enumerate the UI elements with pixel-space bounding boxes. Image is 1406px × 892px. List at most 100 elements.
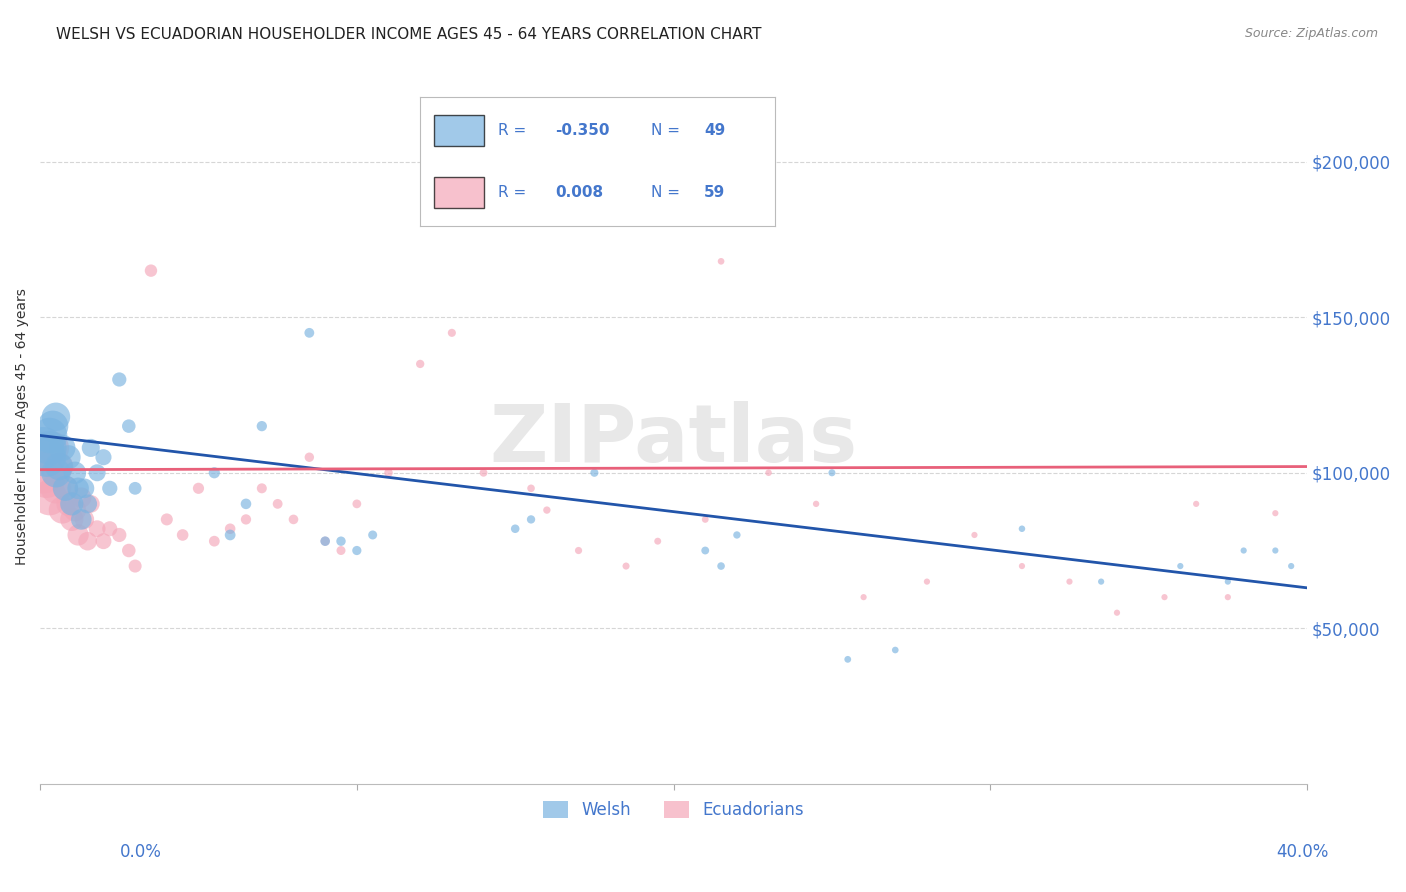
Point [804, 497, 827, 511]
Point [614, 559, 637, 574]
Point [45, 409, 67, 424]
Point [124, 559, 146, 574]
Point [361, 528, 384, 542]
Point [80, 441, 103, 455]
Point [837, 652, 859, 666]
Point [93, 450, 115, 465]
Point [884, 643, 907, 657]
Point [38, 491, 60, 505]
Point [346, 497, 368, 511]
Point [963, 528, 986, 542]
Point [76, 534, 98, 549]
Point [710, 254, 733, 268]
Point [583, 466, 606, 480]
Point [187, 481, 209, 495]
Point [1264, 506, 1286, 520]
Point [118, 419, 141, 434]
Point [60, 512, 83, 526]
Point [35, 472, 58, 486]
Point [1233, 543, 1256, 558]
Point [67, 528, 90, 542]
Point [70, 491, 93, 505]
Point [80, 497, 103, 511]
Text: WELSH VS ECUADORIAN HOUSEHOLDER INCOME AGES 45 - 64 YEARS CORRELATION CHART: WELSH VS ECUADORIAN HOUSEHOLDER INCOME A… [56, 27, 762, 42]
Point [472, 466, 495, 480]
Point [86, 522, 108, 536]
Point [440, 326, 463, 340]
Point [45, 466, 67, 480]
Point [1216, 574, 1239, 589]
Point [821, 466, 844, 480]
Point [58, 497, 80, 511]
Point [283, 512, 305, 526]
Point [51, 441, 73, 455]
Point [38, 441, 60, 455]
Point [60, 497, 83, 511]
Point [35, 450, 58, 465]
Point [250, 419, 273, 434]
Point [1011, 559, 1033, 574]
Point [725, 528, 748, 542]
Point [409, 357, 432, 371]
Point [156, 512, 179, 526]
Point [73, 481, 96, 495]
Point [567, 543, 589, 558]
Point [67, 481, 90, 495]
Point [93, 534, 115, 549]
Point [1279, 559, 1302, 574]
Point [520, 512, 543, 526]
Point [235, 497, 257, 511]
Point [710, 559, 733, 574]
Point [63, 503, 86, 517]
Point [32, 466, 55, 480]
Point [118, 543, 141, 558]
Point [1264, 543, 1286, 558]
Point [42, 419, 65, 434]
Point [55, 481, 77, 495]
Point [536, 503, 558, 517]
Point [48, 459, 70, 474]
Point [139, 263, 162, 277]
Point [73, 512, 96, 526]
Point [38, 428, 60, 442]
Point [758, 466, 780, 480]
Point [695, 543, 717, 558]
Point [266, 497, 288, 511]
Point [330, 534, 353, 549]
Point [1090, 574, 1112, 589]
Point [48, 459, 70, 474]
Text: Source: ZipAtlas.com: Source: ZipAtlas.com [1244, 27, 1378, 40]
Text: 0.0%: 0.0% [120, 843, 162, 861]
Text: 40.0%: 40.0% [1277, 843, 1329, 861]
Point [219, 522, 242, 536]
Point [1216, 590, 1239, 604]
Point [58, 450, 80, 465]
Point [695, 512, 717, 526]
Point [51, 503, 73, 517]
Point [108, 528, 131, 542]
Point [647, 534, 669, 549]
Point [314, 534, 336, 549]
Point [314, 534, 336, 549]
Point [298, 450, 321, 465]
Point [235, 512, 257, 526]
Point [32, 441, 55, 455]
Point [108, 372, 131, 386]
Point [250, 481, 273, 495]
Point [503, 522, 526, 536]
Point [346, 543, 368, 558]
Point [98, 522, 121, 536]
Point [1185, 497, 1208, 511]
Point [55, 481, 77, 495]
Point [172, 528, 194, 542]
Point [852, 590, 875, 604]
Y-axis label: Householder Income Ages 45 - 64 years: Householder Income Ages 45 - 64 years [15, 288, 30, 565]
Point [1105, 606, 1128, 620]
Point [219, 528, 242, 542]
Point [520, 481, 543, 495]
Point [377, 466, 399, 480]
Point [124, 481, 146, 495]
Point [202, 534, 225, 549]
Point [76, 497, 98, 511]
Point [98, 481, 121, 495]
